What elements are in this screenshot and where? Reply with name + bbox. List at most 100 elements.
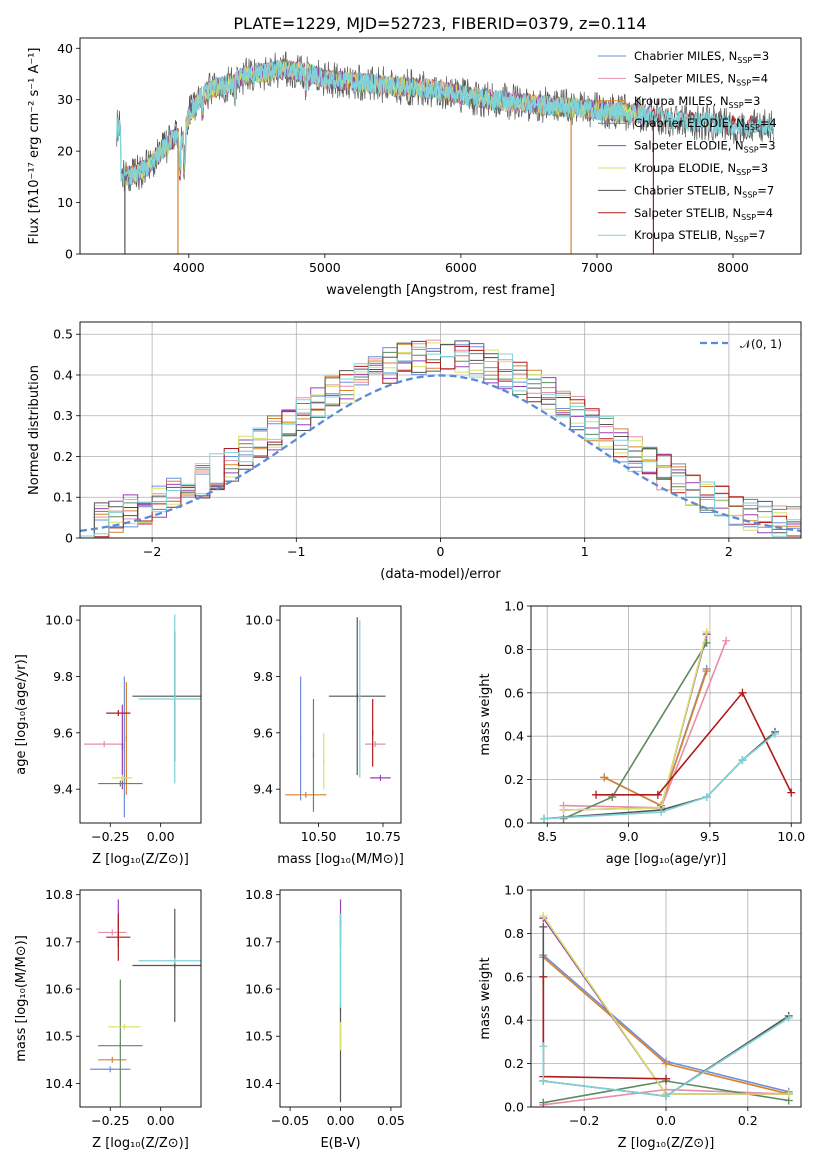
- legend-entry: Salpeter STELIB, NSSP=4: [634, 206, 773, 222]
- weight-vs-age-line-kroupa-elodie: [563, 631, 708, 811]
- spectrum-series-chabrier-stelib: [116, 51, 774, 192]
- weight-vs-Z-marker: [662, 1092, 670, 1101]
- chart-title: PLATE=1229, MJD=52723, FIBERID=0379, z=0…: [233, 14, 646, 33]
- age-vs-Z-ytick-label: 10.0: [45, 613, 73, 628]
- age-vs-Z-plot-area: [84, 614, 201, 818]
- legend-entry: Kroupa MILES, NSSP=3: [634, 94, 760, 110]
- legend-entry: Kroupa ELODIE, NSSP=3: [634, 161, 768, 177]
- weight-vs-age-ytick-label: 0.2: [504, 772, 524, 787]
- age-vs-mass-point: [328, 617, 386, 776]
- weight-vs-age-marker: [702, 792, 711, 801]
- weight-vs-age-marker: [702, 628, 711, 637]
- weight-vs-Z-axes: −0.2 0.0 0.2 0.0 0.2 0.4 0.6 0.8 1.0 Z [log₁₀(Z/Z…: [478, 883, 802, 1151]
- spectrum-ytick-label: 0: [65, 247, 73, 262]
- mass-vs-EBV-xtick-label: 0.05: [377, 1113, 405, 1128]
- spectrum-frame: [79, 37, 802, 255]
- normal-curve: [80, 374, 801, 533]
- weight-vs-age-ylabel: mass weight: [478, 673, 493, 755]
- age-vs-Z-point: [106, 710, 131, 717]
- weight-vs-age-marker: [653, 790, 662, 799]
- weight-vs-age-frame: [530, 605, 802, 824]
- legend-entry: Chabrier STELIB, NSSP=7: [634, 183, 774, 199]
- weight-vs-age-marker: [657, 808, 666, 817]
- weight-vs-age-ytick-label: 0.0: [504, 816, 524, 831]
- age-vs-Z-point: [112, 774, 133, 781]
- spectrum-plot-area: [116, 51, 775, 254]
- age-vs-mass-ytick-label: 9.6: [253, 725, 273, 740]
- residuals-ytick-label: 0.1: [53, 490, 73, 505]
- weight-vs-age-marker: [722, 636, 731, 645]
- mass-vs-Z-xtick-label: −0.25: [91, 1113, 129, 1128]
- weight-vs-age-marker: [738, 688, 747, 697]
- mass-vs-Z-point: [106, 913, 131, 961]
- residuals-axes: −2 −1 0 1 2 0 0.1 0.2 0.3 0.4 0.5 (data-model)/erro…: [27, 321, 802, 582]
- weight-vs-age-marker: [702, 667, 711, 676]
- age-vs-Z-point: [98, 780, 143, 787]
- age-vs-mass-point: [285, 791, 327, 798]
- weight-vs-Z-marker: [539, 1042, 548, 1051]
- age-vs-mass-xlabel: mass [log₁₀(M/M⊙)]: [277, 852, 404, 867]
- age-vs-mass-xtick-label: 10.75: [365, 829, 401, 844]
- weight-vs-Z-xtick-label: 0.2: [738, 1113, 758, 1128]
- residuals-frame: [79, 321, 802, 539]
- weight-vs-age-xtick-label: 10.0: [777, 829, 805, 844]
- weight-vs-Z-frame: [530, 889, 802, 1108]
- age-vs-mass-point: [370, 774, 391, 781]
- mass-vs-EBV-ytick-label: 10.7: [245, 934, 273, 949]
- mass-vs-Z-ytick-label: 10.6: [45, 982, 73, 997]
- mass-vs-EBV-xtick-label: −0.05: [271, 1113, 309, 1128]
- residuals-legend: 𝒩(0, 1): [700, 337, 782, 351]
- residuals-xlabel: (data-model)/error: [380, 567, 501, 582]
- weight-vs-age-xtick-label: 8.5: [537, 829, 557, 844]
- weight-vs-Z-marker: [539, 912, 548, 921]
- mass-vs-Z-xtick-label: 0.00: [147, 1113, 175, 1128]
- weight-vs-age-line-salpeter-elodie: [563, 633, 708, 811]
- weight-vs-Z-marker: [662, 1074, 670, 1083]
- residuals-xtick-label: 2: [725, 544, 733, 559]
- age-vs-mass-xtick-label: 10.50: [301, 829, 337, 844]
- age-vs-mass-frame: [279, 605, 402, 824]
- spectrum-ytick-label: 40: [57, 41, 73, 56]
- weight-vs-Z-marker: [662, 1059, 670, 1068]
- spectrum-series-kroupa-stelib: [116, 60, 775, 185]
- mass-vs-Z-point: [90, 1066, 131, 1073]
- spectrum-xtick-label: 8000: [717, 260, 749, 275]
- weight-vs-Z-ytick-label: 0.8: [504, 926, 524, 941]
- mass-vs-Z-ytick-label: 10.4: [45, 1076, 73, 1091]
- mass-vs-Z-axes: −0.25 0.00 10.4 10.5 10.6 10.7 10.8 Z [log₁₀(Z/…: [14, 887, 202, 1151]
- mass-vs-Z-point: [138, 957, 201, 964]
- residuals-xtick-label: 1: [581, 544, 589, 559]
- mass-vs-EBV-axes: −0.05 0.00 0.05 10.4 10.5 10.6 10.7 10.8 E(B-V): [245, 887, 405, 1151]
- histogram-kroupa-stelib: [80, 346, 801, 537]
- weight-vs-age-marker: [592, 790, 601, 799]
- mass-vs-Z-plot-area: [90, 899, 201, 1107]
- age-vs-mass-plot-area: [285, 617, 391, 812]
- legend-entry: Salpeter MILES, NSSP=4: [634, 71, 768, 87]
- spectrum-ytick-label: 20: [57, 144, 73, 159]
- weight-vs-Z-ylabel: mass weight: [478, 957, 493, 1039]
- weight-vs-Z-marker: [539, 972, 548, 981]
- spectrum-ytick-label: 10: [57, 195, 73, 210]
- legend-entry: Kroupa STELIB, NSSP=7: [634, 228, 765, 244]
- weight-vs-age-line-salpeter-stelib: [596, 691, 792, 796]
- weight-vs-age-marker: [787, 788, 796, 797]
- mass-vs-EBV-ytick-label: 10.4: [245, 1076, 273, 1091]
- mass-vs-Z-point: [98, 929, 127, 936]
- mass-vs-EBV-xtick-label: 0.00: [327, 1113, 355, 1128]
- legend-entry: Chabrier MILES, NSSP=3: [634, 49, 769, 65]
- age-vs-Z-frame: [79, 605, 202, 824]
- spectrum-xtick-label: 6000: [445, 260, 477, 275]
- spectrum-ytick-label: 30: [57, 92, 73, 107]
- weight-vs-Z-ytick-label: 1.0: [504, 883, 524, 898]
- weight-vs-Z-line-kroupa-stelib: [542, 1017, 790, 1098]
- age-vs-Z-point: [138, 614, 201, 784]
- age-vs-Z-axes: −0.25 0.00 9.4 9.6 9.8 10.0 Z [log₁₀(Z/Z⊙)] age…: [14, 605, 202, 867]
- residuals-ytick-label: 0: [65, 531, 73, 546]
- mass-vs-Z-point: [132, 908, 201, 1023]
- histogram-salpeter-stelib: [80, 340, 801, 538]
- weight-vs-age-ytick-label: 0.8: [504, 642, 524, 657]
- mass-vs-EBV-frame: [279, 889, 402, 1108]
- mass-vs-Z-ytick-label: 10.8: [45, 887, 73, 902]
- spectrum-xtick-label: 5000: [309, 260, 341, 275]
- weight-vs-Z-marker: [784, 1089, 793, 1098]
